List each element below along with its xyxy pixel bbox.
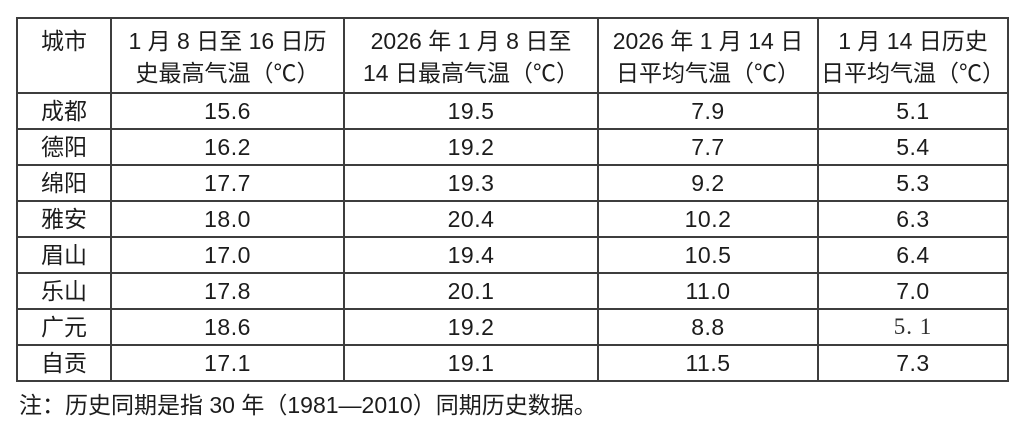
value-cell: 16.2 (110, 128, 345, 166)
table-row: 绵阳 17.7 19.3 9.2 5.3 (16, 164, 1009, 202)
city-cell: 眉山 (16, 236, 112, 274)
table-row: 成都 15.6 19.5 7.9 5.1 (16, 92, 1009, 130)
value-cell: 6.4 (817, 236, 1009, 274)
value-cell: 11.0 (597, 272, 819, 310)
value-cell: 17.1 (110, 344, 345, 382)
value-cell: 19.1 (343, 344, 599, 382)
city-cell: 成都 (16, 92, 112, 130)
value-cell: 20.4 (343, 200, 599, 238)
value-cell: 5.1 (817, 92, 1009, 130)
value-cell: 10.5 (597, 236, 819, 274)
table-row: 广元 18.6 19.2 8.8 5. 1 (16, 308, 1009, 346)
value-cell: 9.2 (597, 164, 819, 202)
city-cell: 雅安 (16, 200, 112, 238)
value-cell: 6.3 (817, 200, 1009, 238)
value-cell: 19.4 (343, 236, 599, 274)
value-cell: 20.1 (343, 272, 599, 310)
value-cell: 17.8 (110, 272, 345, 310)
table-row: 德阳 16.2 19.2 7.7 5.4 (16, 128, 1009, 166)
city-cell: 自贡 (16, 344, 112, 382)
value-cell: 19.3 (343, 164, 599, 202)
footnote: 注：历史同期是指 30 年（1981—2010）同期历史数据。 (19, 392, 597, 418)
header-row: 城市 1 月 8 日至 16 日历 史最高气温（℃） 2026 年 1 月 8 … (16, 17, 1009, 94)
value-cell-serif: 5. 1 (817, 308, 1009, 346)
value-cell: 15.6 (110, 92, 345, 130)
table-row: 自贡 17.1 19.1 11.5 7.3 (16, 344, 1009, 382)
weather-table: 城市 1 月 8 日至 16 日历 史最高气温（℃） 2026 年 1 月 8 … (16, 17, 1009, 382)
value-cell: 18.6 (110, 308, 345, 346)
value-cell: 7.0 (817, 272, 1009, 310)
value-cell: 8.8 (597, 308, 819, 346)
column-header-city: 城市 (16, 17, 112, 94)
value-cell: 7.3 (817, 344, 1009, 382)
value-cell: 18.0 (110, 200, 345, 238)
table-row: 眉山 17.0 19.4 10.5 6.4 (16, 236, 1009, 274)
value-cell: 11.5 (597, 344, 819, 382)
column-header-2026-max: 2026 年 1 月 8 日至 14 日最高气温（℃） (343, 17, 599, 94)
value-cell: 17.0 (110, 236, 345, 274)
table-row: 雅安 18.0 20.4 10.2 6.3 (16, 200, 1009, 238)
value-cell: 10.2 (597, 200, 819, 238)
value-cell: 5.3 (817, 164, 1009, 202)
city-cell: 绵阳 (16, 164, 112, 202)
value-cell: 7.7 (597, 128, 819, 166)
value-cell: 5.4 (817, 128, 1009, 166)
value-cell: 7.9 (597, 92, 819, 130)
table-row: 乐山 17.8 20.1 11.0 7.0 (16, 272, 1009, 310)
city-cell: 乐山 (16, 272, 112, 310)
value-cell: 19.2 (343, 308, 599, 346)
column-header-2026-avg: 2026 年 1 月 14 日 日平均气温（℃） (597, 17, 819, 94)
value-cell: 17.7 (110, 164, 345, 202)
column-header-hist-max: 1 月 8 日至 16 日历 史最高气温（℃） (110, 17, 345, 94)
city-cell: 德阳 (16, 128, 112, 166)
city-cell: 广元 (16, 308, 112, 346)
value-cell: 19.2 (343, 128, 599, 166)
value-cell: 19.5 (343, 92, 599, 130)
column-header-hist-avg: 1 月 14 日历史 日平均气温（℃） (817, 17, 1009, 94)
